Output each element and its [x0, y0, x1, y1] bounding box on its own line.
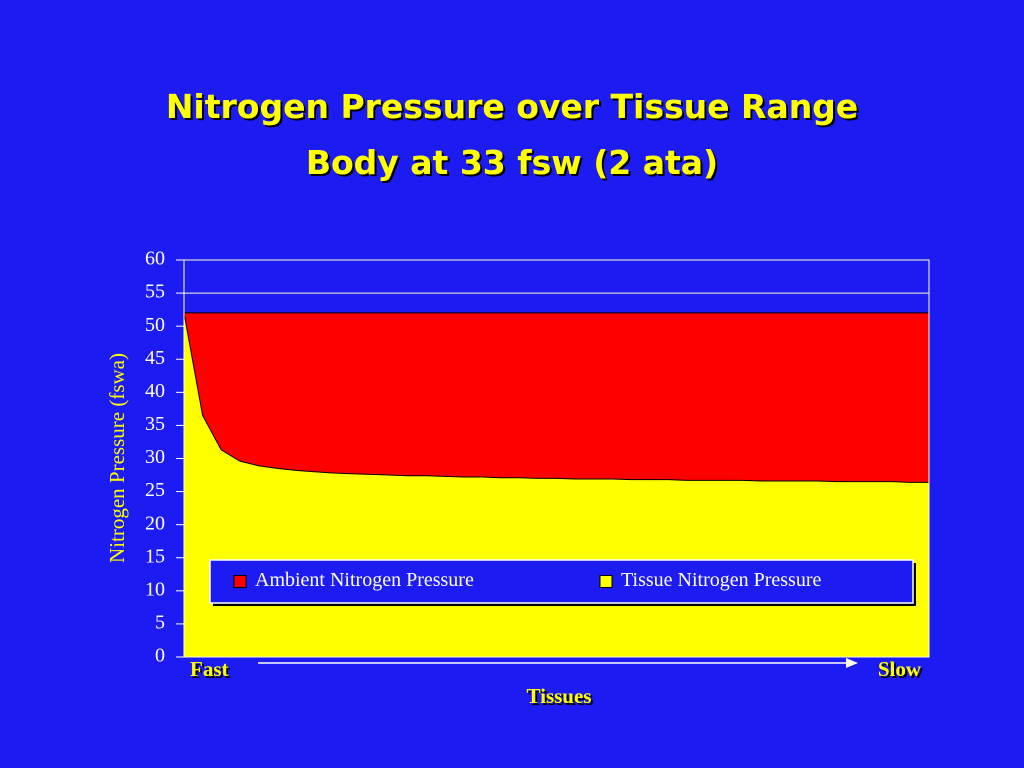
legend-label: Tissue Nitrogen Pressure [621, 569, 821, 591]
y-tick-label: 40 [145, 380, 165, 402]
y-tick-label: 25 [145, 479, 165, 501]
chart-subtitle: Body at 33 fsw (2 ata) [306, 143, 718, 182]
legend-swatch [233, 575, 247, 588]
legend-label: Ambient Nitrogen Pressure [255, 569, 474, 591]
y-tick-label: 50 [145, 314, 165, 336]
x-axis-label: Tissues [527, 684, 592, 708]
x-tick-label: Slow [878, 657, 922, 681]
y-axis-label: Nitrogen Pressure (fswa) [105, 353, 129, 563]
arrow-head [846, 658, 858, 668]
legend-swatch [599, 575, 613, 588]
y-tick-label: 60 [145, 248, 165, 270]
x-tick-label: Fast [190, 657, 229, 681]
y-tick-label: 0 [155, 645, 165, 667]
y-tick-label: 45 [145, 347, 165, 369]
y-tick-label: 30 [145, 446, 165, 468]
y-tick-label: 55 [145, 281, 165, 303]
plot-area: 0 5 10 15 20 25 30 35 40 45 50 55 60 Fast Slow [145, 248, 930, 681]
y-tick-label: 15 [145, 545, 165, 567]
plot-border [183, 259, 930, 658]
y-tick-label: 5 [155, 612, 165, 634]
legend-box [209, 559, 914, 604]
x-axis-arrow [258, 658, 858, 668]
chart-title: Nitrogen Pressure over Tissue Range [166, 87, 858, 126]
legend: Ambient Nitrogen Pressure Tissue Nitrogen… [209, 559, 916, 606]
y-tick-label: 35 [145, 413, 165, 435]
y-tick-label: 20 [145, 512, 165, 534]
y-tick-label: 10 [145, 578, 165, 600]
